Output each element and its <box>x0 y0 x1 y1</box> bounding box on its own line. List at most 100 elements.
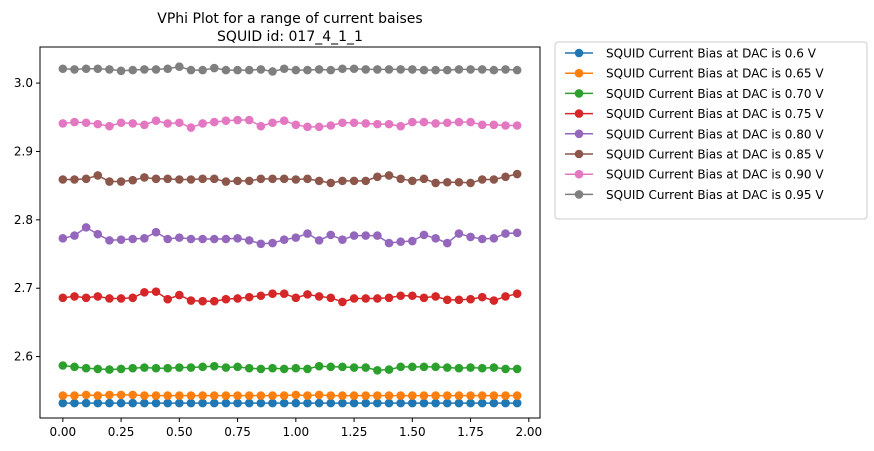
data-point <box>291 120 301 130</box>
data-point <box>81 174 91 184</box>
data-point <box>408 362 417 372</box>
data-point <box>198 362 207 372</box>
data-point <box>233 176 242 186</box>
data-point <box>268 289 277 298</box>
data-point <box>128 65 138 75</box>
plot-area <box>58 62 522 408</box>
legend-item: SQUID Current Bias at DAC is 0.80 V <box>565 127 824 141</box>
data-point <box>477 120 487 130</box>
y-tick-label: 2.9 <box>14 144 33 158</box>
x-tick-label: 2.00 <box>515 425 542 439</box>
data-point <box>349 398 359 408</box>
data-point <box>163 174 172 184</box>
y-axis: 2.6 2.7 2.8 2.9 3.0 <box>14 76 40 364</box>
data-point <box>81 390 91 400</box>
x-tick-label: 1.50 <box>399 425 426 439</box>
legend-label: SQUID Current Bias at DAC is 0.65 V <box>606 67 824 81</box>
data-point <box>209 63 219 73</box>
data-point <box>501 398 510 408</box>
data-point <box>454 398 464 408</box>
data-point <box>419 391 429 400</box>
data-point <box>105 177 114 186</box>
data-point <box>442 391 452 400</box>
data-point <box>361 398 371 408</box>
data-point <box>198 65 207 75</box>
data-point <box>303 398 312 408</box>
data-point <box>314 361 324 371</box>
data-point <box>175 290 184 300</box>
data-point <box>419 230 429 240</box>
series-line <box>62 173 518 184</box>
data-point <box>244 363 254 373</box>
data-point <box>501 121 510 130</box>
data-point <box>373 172 382 182</box>
data-point <box>512 398 522 408</box>
data-point <box>279 289 289 298</box>
data-point <box>93 398 103 408</box>
legend-marker <box>574 149 584 159</box>
data-point <box>361 363 371 372</box>
data-point <box>338 235 347 244</box>
data-point <box>279 235 289 244</box>
data-point <box>93 64 103 74</box>
data-point <box>512 121 522 130</box>
data-point <box>314 65 324 74</box>
data-point <box>116 118 126 128</box>
data-point <box>175 233 184 242</box>
data-point <box>477 391 487 400</box>
data-point <box>209 174 219 184</box>
series-line <box>62 119 518 129</box>
data-point <box>419 293 429 303</box>
data-point <box>349 64 359 74</box>
data-point <box>396 121 405 131</box>
data-point <box>314 398 324 408</box>
data-point <box>373 391 382 400</box>
data-point <box>361 231 371 240</box>
data-point <box>419 117 429 127</box>
data-point <box>58 391 68 400</box>
data-point <box>373 365 382 375</box>
data-point <box>408 398 417 408</box>
data-point <box>431 178 440 188</box>
y-tick-label: 2.6 <box>14 350 33 364</box>
data-point <box>198 398 207 408</box>
data-point <box>268 67 277 76</box>
data-point <box>408 236 417 246</box>
data-point <box>81 293 91 303</box>
data-point <box>256 239 266 249</box>
data-point <box>163 363 172 373</box>
data-point <box>244 236 254 245</box>
data-point <box>442 65 452 75</box>
data-point <box>442 177 452 187</box>
data-point <box>140 65 149 74</box>
data-point <box>221 65 231 75</box>
legend-item: SQUID Current Bias at DAC is 0.6 V <box>565 47 817 61</box>
data-point <box>268 398 277 408</box>
data-point <box>454 295 464 305</box>
data-point <box>384 238 394 248</box>
data-point <box>140 363 149 372</box>
data-point <box>396 65 405 74</box>
data-point <box>373 65 382 74</box>
data-point <box>431 391 440 400</box>
series-5 <box>58 169 522 188</box>
data-point <box>349 231 359 240</box>
data-point <box>186 65 196 75</box>
data-point <box>396 291 405 301</box>
data-point <box>454 363 464 373</box>
data-point <box>116 398 126 408</box>
series-6 <box>58 115 522 132</box>
x-axis: 0.00 0.25 0.50 0.75 1.00 1.25 1.50 1.75 2.00 <box>49 418 542 439</box>
data-point <box>466 232 475 242</box>
data-point <box>221 363 231 372</box>
data-point <box>233 234 242 243</box>
data-point <box>70 292 79 301</box>
legend-label: SQUID Current Bias at DAC is 0.95 V <box>606 188 824 202</box>
legend-label: SQUID Current Bias at DAC is 0.75 V <box>606 107 824 121</box>
data-point <box>140 288 149 297</box>
data-point <box>384 119 394 129</box>
axes-frame <box>39 46 541 419</box>
data-point <box>221 177 231 186</box>
data-point <box>58 293 68 303</box>
data-point <box>140 398 149 408</box>
